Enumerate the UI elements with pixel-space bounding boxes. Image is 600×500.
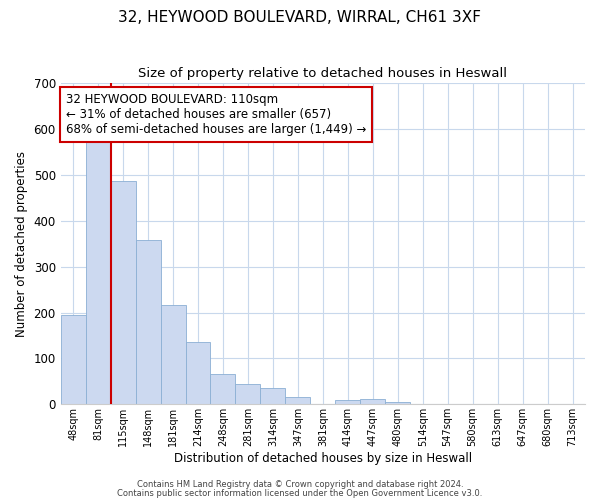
Bar xyxy=(110,181,136,404)
Bar xyxy=(61,315,86,404)
Y-axis label: Number of detached properties: Number of detached properties xyxy=(15,150,28,336)
Bar xyxy=(161,305,185,404)
Text: 32, HEYWOOD BOULEVARD, WIRRAL, CH61 3XF: 32, HEYWOOD BOULEVARD, WIRRAL, CH61 3XF xyxy=(119,10,482,25)
Bar xyxy=(136,240,161,404)
Bar xyxy=(335,400,360,404)
Bar xyxy=(260,388,286,404)
Bar xyxy=(211,374,235,404)
Bar xyxy=(385,402,410,404)
Bar xyxy=(286,397,310,404)
Title: Size of property relative to detached houses in Heswall: Size of property relative to detached ho… xyxy=(139,68,508,80)
Bar xyxy=(86,139,110,404)
Bar xyxy=(235,384,260,404)
Bar xyxy=(185,342,211,404)
Text: Contains public sector information licensed under the Open Government Licence v3: Contains public sector information licen… xyxy=(118,488,482,498)
Text: Contains HM Land Registry data © Crown copyright and database right 2024.: Contains HM Land Registry data © Crown c… xyxy=(137,480,463,489)
Text: 32 HEYWOOD BOULEVARD: 110sqm
← 31% of detached houses are smaller (657)
68% of s: 32 HEYWOOD BOULEVARD: 110sqm ← 31% of de… xyxy=(66,92,366,136)
X-axis label: Distribution of detached houses by size in Heswall: Distribution of detached houses by size … xyxy=(174,452,472,465)
Bar xyxy=(360,399,385,404)
